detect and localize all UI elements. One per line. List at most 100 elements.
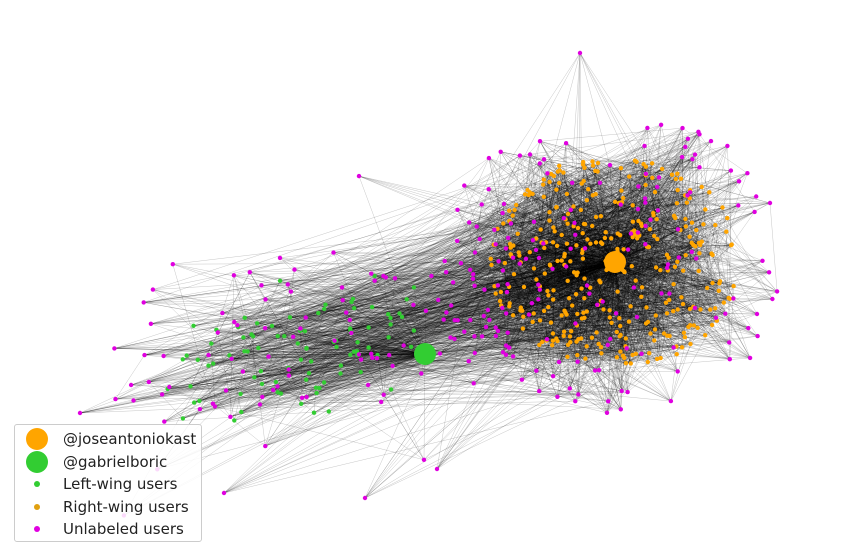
user-node bbox=[726, 295, 731, 301]
user-node bbox=[379, 399, 384, 405]
user-node bbox=[259, 283, 264, 288]
user-node bbox=[161, 353, 166, 359]
user-node bbox=[654, 217, 659, 222]
user-node bbox=[580, 256, 586, 261]
user-node bbox=[527, 152, 533, 157]
user-node bbox=[652, 233, 657, 239]
user-node bbox=[555, 394, 560, 399]
user-node bbox=[302, 329, 308, 334]
user-node bbox=[286, 373, 292, 378]
user-node bbox=[537, 287, 542, 292]
user-node bbox=[452, 318, 457, 323]
user-node bbox=[692, 152, 698, 157]
user-node bbox=[263, 443, 268, 449]
user-node bbox=[570, 303, 575, 308]
user-node bbox=[583, 356, 588, 361]
user-node bbox=[676, 255, 681, 260]
user-node bbox=[262, 326, 268, 331]
kast-marker-icon bbox=[26, 428, 48, 450]
user-node bbox=[436, 297, 441, 303]
user-node bbox=[623, 336, 628, 341]
user-node bbox=[365, 382, 371, 388]
user-node bbox=[455, 207, 460, 212]
user-node bbox=[356, 173, 362, 179]
user-node bbox=[523, 256, 529, 261]
user-node bbox=[188, 384, 193, 389]
user-node bbox=[521, 284, 527, 290]
user-node bbox=[474, 224, 479, 229]
user-node bbox=[170, 262, 175, 267]
user-node bbox=[501, 221, 506, 226]
user-node bbox=[316, 310, 321, 316]
user-node bbox=[655, 184, 660, 190]
user-node bbox=[731, 296, 736, 301]
user-node bbox=[372, 273, 377, 279]
user-node bbox=[609, 320, 614, 325]
user-node bbox=[731, 283, 736, 289]
user-node bbox=[541, 241, 546, 246]
user-node bbox=[304, 394, 309, 400]
user-node bbox=[537, 318, 543, 323]
user-node bbox=[770, 296, 775, 302]
user-node bbox=[593, 214, 599, 220]
user-node bbox=[593, 240, 599, 245]
user-node bbox=[472, 350, 477, 356]
user-node bbox=[531, 219, 537, 224]
user-node bbox=[550, 343, 555, 348]
legend-item-right-wing: Right-wing users bbox=[15, 496, 201, 519]
user-node bbox=[554, 336, 559, 341]
user-node bbox=[375, 352, 380, 358]
user-node bbox=[472, 334, 477, 339]
legend-label: Right-wing users bbox=[63, 497, 189, 516]
user-node bbox=[551, 288, 556, 293]
user-node bbox=[680, 301, 686, 307]
user-node bbox=[696, 268, 701, 274]
user-node bbox=[608, 336, 613, 342]
user-node bbox=[536, 297, 541, 302]
user-node bbox=[228, 414, 233, 419]
user-node bbox=[621, 195, 626, 201]
user-node bbox=[235, 323, 240, 328]
user-node bbox=[197, 407, 203, 412]
user-node bbox=[565, 354, 570, 359]
user-node bbox=[573, 399, 578, 404]
user-node bbox=[634, 314, 640, 320]
user-node bbox=[470, 276, 476, 281]
user-node bbox=[351, 349, 357, 354]
user-node bbox=[351, 306, 357, 311]
hub-layer bbox=[414, 251, 626, 365]
user-node bbox=[584, 198, 590, 203]
user-node bbox=[694, 227, 699, 233]
user-node bbox=[256, 345, 261, 351]
user-node bbox=[655, 208, 661, 213]
user-node bbox=[658, 268, 663, 273]
user-node bbox=[699, 184, 704, 190]
user-node bbox=[697, 251, 702, 256]
user-node bbox=[518, 305, 523, 310]
user-node bbox=[477, 236, 482, 242]
user-node bbox=[548, 263, 553, 268]
user-node bbox=[614, 355, 620, 360]
user-node bbox=[697, 132, 702, 137]
user-node bbox=[630, 219, 636, 224]
user-node bbox=[639, 285, 645, 290]
user-node bbox=[486, 155, 492, 161]
legend-item-left-wing: Left-wing users bbox=[15, 473, 201, 496]
user-node bbox=[340, 298, 345, 303]
user-node bbox=[408, 344, 414, 349]
user-node bbox=[299, 401, 304, 406]
legend-label: Unlabeled users bbox=[63, 520, 184, 538]
user-node bbox=[358, 369, 363, 375]
user-node bbox=[547, 179, 552, 185]
user-node bbox=[232, 418, 237, 423]
user-node bbox=[601, 307, 606, 312]
user-node bbox=[131, 398, 136, 403]
user-node bbox=[500, 210, 505, 216]
user-node bbox=[752, 209, 757, 215]
user-node bbox=[245, 349, 250, 354]
user-node bbox=[527, 250, 532, 255]
user-node bbox=[530, 238, 536, 243]
user-node bbox=[510, 313, 516, 318]
user-node bbox=[697, 165, 702, 170]
user-node bbox=[339, 285, 345, 290]
